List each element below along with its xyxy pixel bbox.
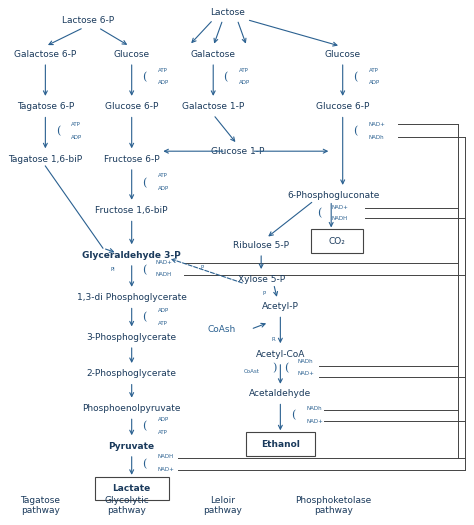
Text: Xylose 5-P: Xylose 5-P	[237, 275, 285, 285]
Text: Galactose 1-P: Galactose 1-P	[182, 102, 244, 111]
Text: P: P	[200, 266, 203, 270]
Text: NADh: NADh	[298, 360, 313, 364]
Text: ADP: ADP	[71, 135, 82, 140]
Text: Ribulose 5-P: Ribulose 5-P	[233, 240, 289, 250]
Text: Fructose 1,6-biP: Fructose 1,6-biP	[95, 206, 168, 215]
Text: NAD+: NAD+	[157, 467, 174, 472]
Text: (: (	[284, 363, 288, 373]
Text: (: (	[224, 72, 228, 82]
Text: Glucose 1-P: Glucose 1-P	[210, 146, 264, 156]
Text: Glucose 6-P: Glucose 6-P	[316, 102, 369, 111]
Text: R: R	[272, 337, 275, 342]
Text: NAD+: NAD+	[331, 205, 348, 210]
Text: Leloir
pathway: Leloir pathway	[203, 496, 242, 516]
Text: Ethanol: Ethanol	[261, 439, 300, 448]
Text: Lactate: Lactate	[112, 484, 151, 493]
Text: Lactose 6-P: Lactose 6-P	[63, 16, 115, 25]
Text: NAD+: NAD+	[369, 122, 385, 127]
Text: ATP: ATP	[71, 122, 81, 127]
Text: (: (	[55, 126, 60, 136]
Text: Fructose 6-P: Fructose 6-P	[104, 154, 159, 164]
Text: NADH: NADH	[331, 216, 347, 221]
Text: NADh: NADh	[369, 135, 384, 140]
Text: CoAst: CoAst	[243, 369, 259, 374]
Text: ATP: ATP	[157, 68, 167, 72]
Text: (: (	[142, 312, 146, 322]
Text: NAD+: NAD+	[298, 371, 314, 376]
Text: ADP: ADP	[157, 417, 169, 422]
Text: ADP: ADP	[157, 308, 169, 313]
Text: 6-Phosphogluconate: 6-Phosphogluconate	[287, 191, 379, 200]
Text: (: (	[353, 72, 357, 82]
FancyBboxPatch shape	[95, 477, 169, 500]
Text: Tagatose 1,6-biP: Tagatose 1,6-biP	[9, 154, 82, 164]
Text: Acetyl-CoA: Acetyl-CoA	[255, 350, 305, 359]
Text: Acetaldehyde: Acetaldehyde	[249, 389, 311, 398]
Text: Galactose 6-P: Galactose 6-P	[14, 50, 76, 59]
Text: NAD+: NAD+	[306, 419, 323, 424]
Text: ATP: ATP	[157, 429, 167, 435]
FancyBboxPatch shape	[311, 229, 363, 253]
Text: Tagatose
pathway: Tagatose pathway	[20, 496, 61, 516]
Text: (: (	[142, 177, 146, 188]
Text: Pi: Pi	[110, 267, 115, 272]
Text: (: (	[142, 421, 146, 432]
Text: NADH: NADH	[155, 272, 172, 277]
Text: ): )	[273, 363, 277, 373]
Text: ADP: ADP	[157, 186, 169, 191]
Text: CO₂: CO₂	[328, 237, 346, 246]
Text: Phosphoenolpyruvate: Phosphoenolpyruvate	[82, 404, 181, 413]
Text: Tagatose 6-P: Tagatose 6-P	[17, 102, 74, 111]
Text: CoAsh: CoAsh	[207, 325, 235, 334]
Text: 2-Phosphoglycerate: 2-Phosphoglycerate	[87, 369, 177, 379]
Text: ADP: ADP	[157, 80, 169, 86]
Text: Phosphoketolase
pathway: Phosphoketolase pathway	[295, 496, 371, 516]
Text: Glucose 6-P: Glucose 6-P	[105, 102, 158, 111]
Text: ATP: ATP	[157, 173, 167, 178]
Text: (: (	[318, 208, 322, 219]
FancyBboxPatch shape	[246, 432, 315, 456]
Text: ADP: ADP	[239, 80, 250, 86]
Text: Glucose: Glucose	[114, 50, 150, 59]
Text: (: (	[353, 126, 357, 136]
Text: Glyceraldehyde 3-P: Glyceraldehyde 3-P	[82, 250, 181, 259]
Text: (: (	[291, 410, 295, 421]
Text: (: (	[142, 459, 146, 469]
Text: (: (	[142, 265, 146, 275]
Text: Glycolytic
pathway: Glycolytic pathway	[104, 496, 149, 516]
Text: ATP: ATP	[157, 321, 167, 326]
Text: Acetyl-P: Acetyl-P	[262, 302, 299, 311]
Text: 1,3-di Phosphoglycerate: 1,3-di Phosphoglycerate	[77, 293, 187, 302]
Text: Glucose: Glucose	[325, 50, 361, 59]
Text: ADP: ADP	[369, 80, 380, 86]
Text: P: P	[263, 291, 265, 296]
Text: 3-Phosphoglycerate: 3-Phosphoglycerate	[87, 333, 177, 342]
Text: Galactose: Galactose	[191, 50, 236, 59]
Text: (: (	[142, 72, 146, 82]
Text: NADh: NADh	[306, 406, 322, 411]
Text: NADH: NADH	[157, 455, 174, 459]
Text: NAD+: NAD+	[155, 260, 173, 266]
Text: ATP: ATP	[369, 68, 378, 72]
Text: ATP: ATP	[239, 68, 249, 72]
Text: Lactose: Lactose	[210, 8, 245, 17]
Text: Pyruvate: Pyruvate	[109, 442, 155, 450]
